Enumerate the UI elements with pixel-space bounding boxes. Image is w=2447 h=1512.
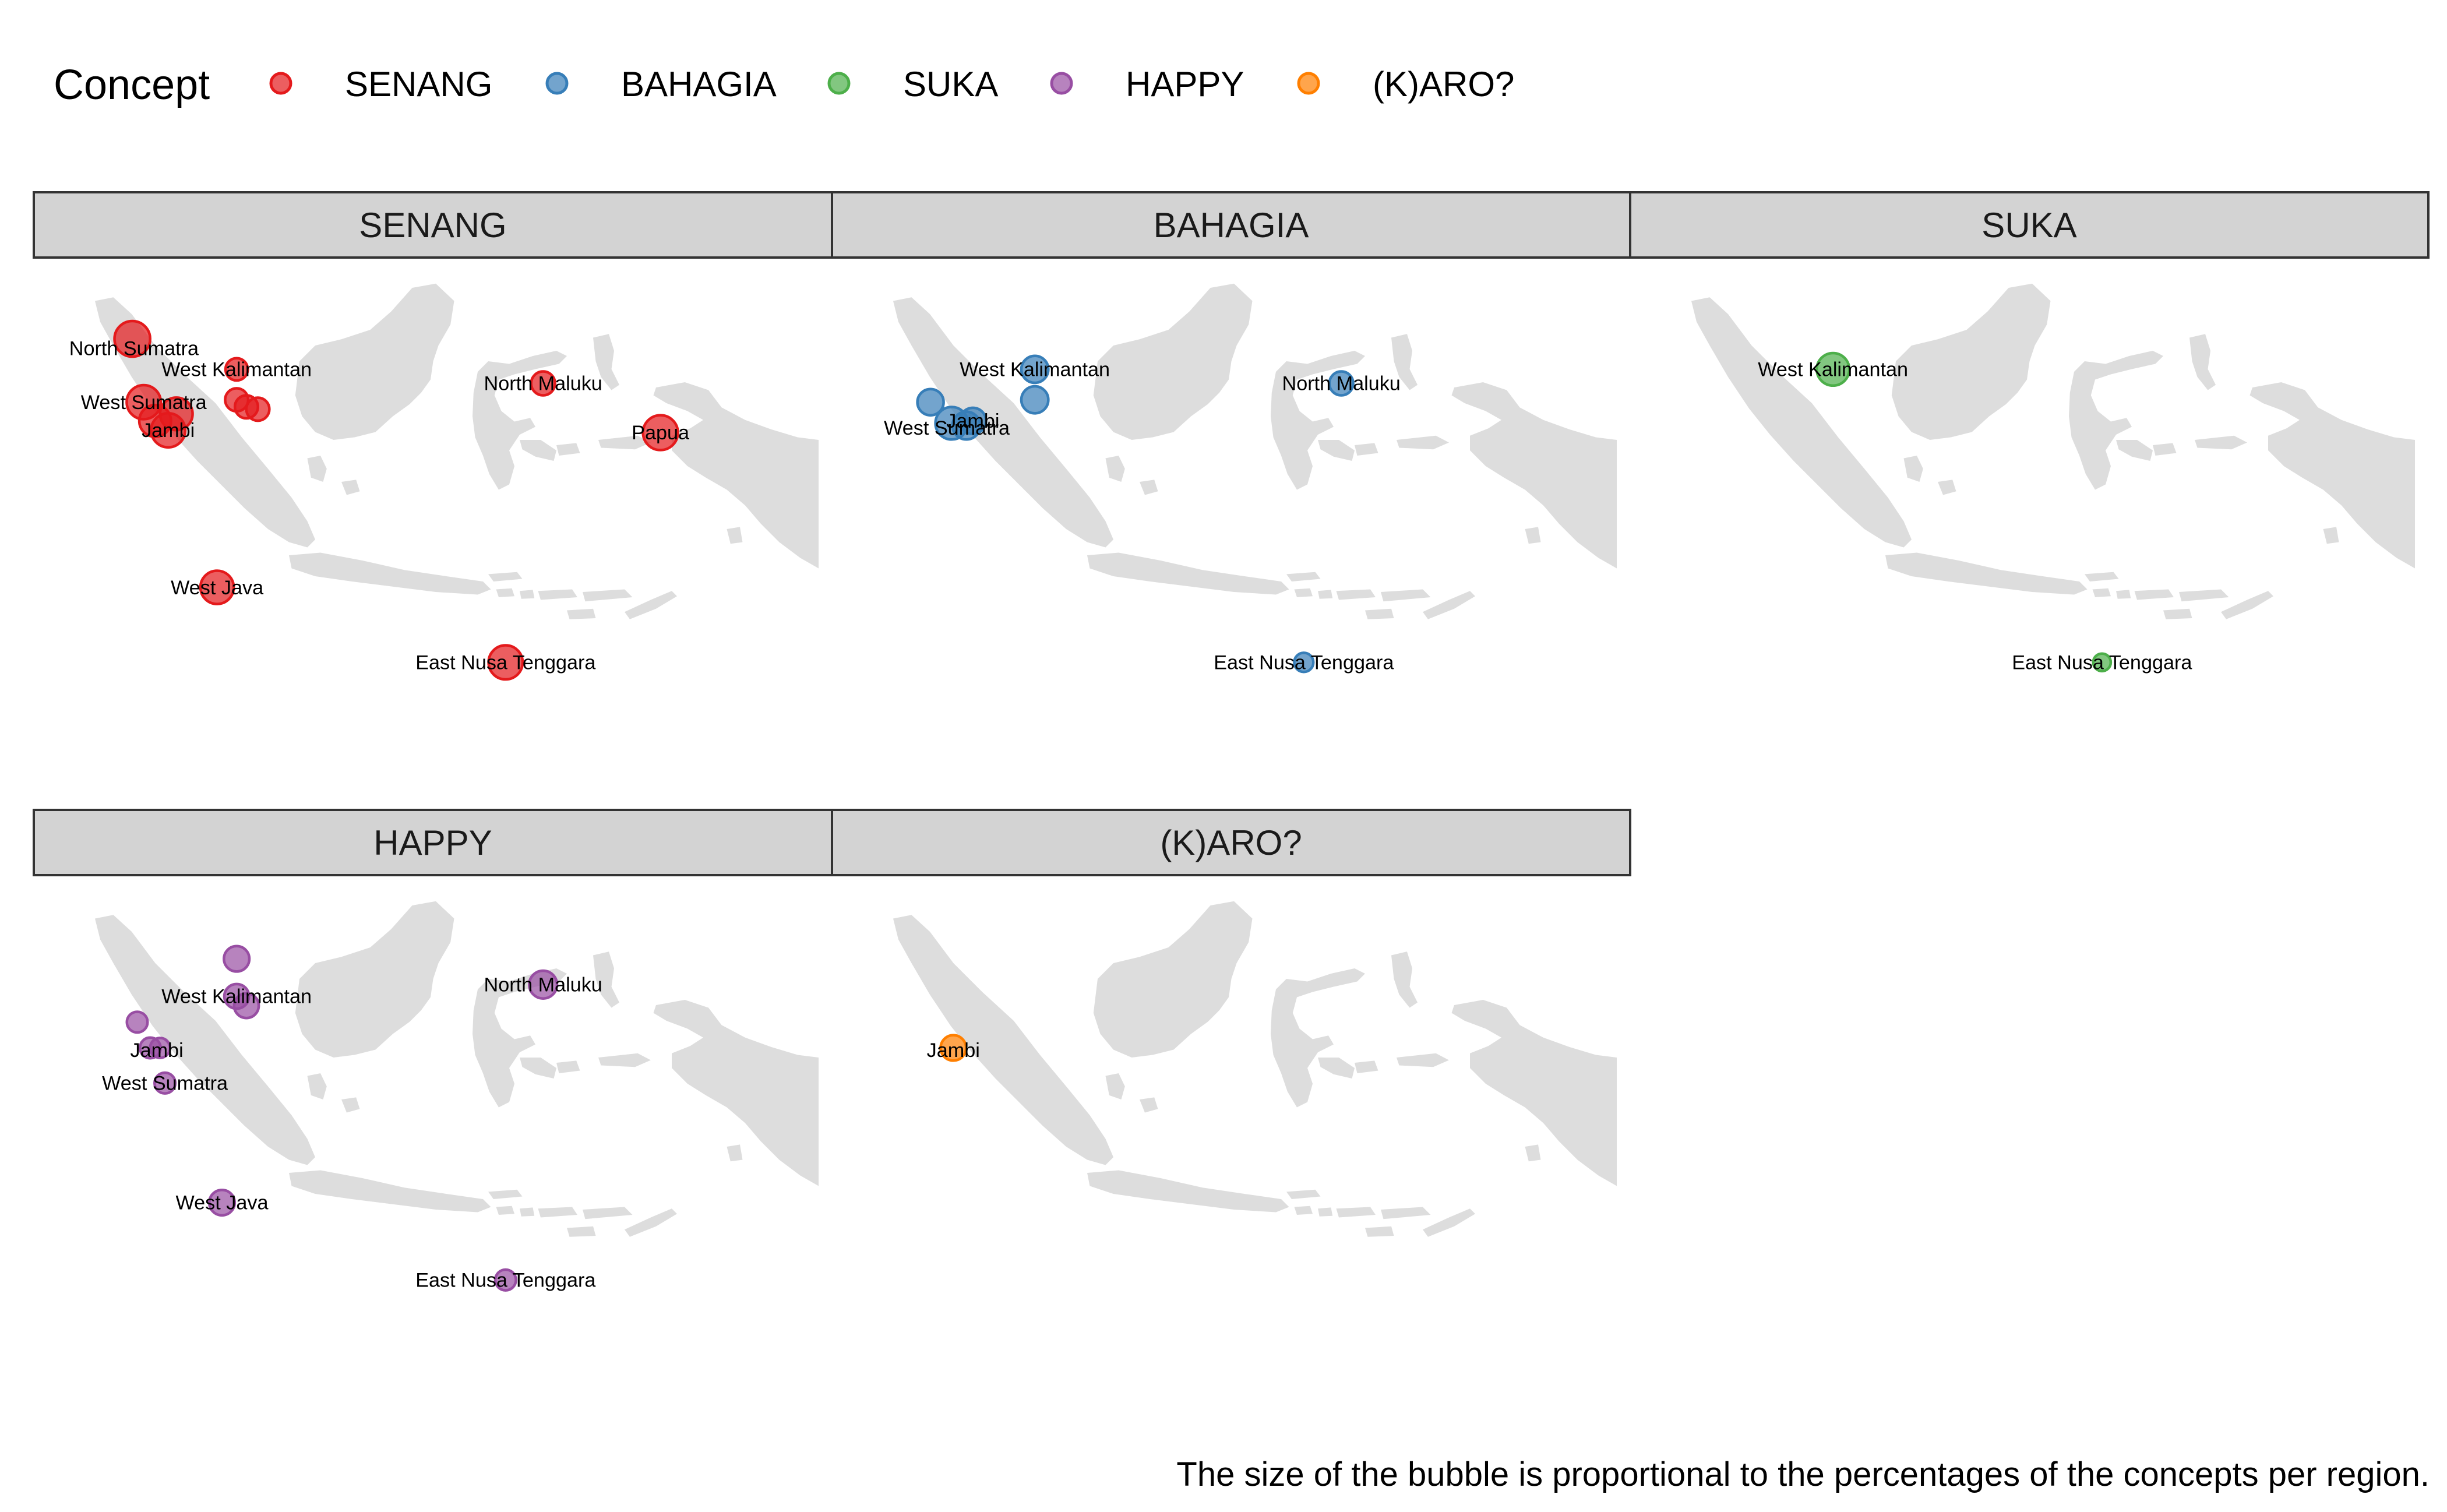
figure-caption: The size of the bubble is proportional t…: [1176, 1455, 2430, 1493]
region-label-happy-west-java: West Java: [176, 1192, 269, 1214]
facet-bahagia: BAHAGIA West Kalimantan North Maluku JambiW…: [831, 191, 1631, 674]
legend-title: Concept: [54, 62, 210, 108]
bubble-senang-11: [530, 370, 556, 397]
region-label-senang-north-sumatra: North Sumatra: [69, 337, 199, 360]
legend-label-senang: SENANG: [345, 65, 492, 104]
region-label-happy-jambi: Jambi: [130, 1039, 183, 1062]
bubble-senang-4: [158, 396, 194, 432]
bubble-suka-1: [2092, 652, 2113, 673]
bubble-senang-5: [199, 569, 235, 605]
facet-title-bahagia: BAHAGIA: [1154, 206, 1309, 245]
facet-map-k-aro: Jambi: [893, 901, 1617, 1237]
bubble-happy-8: [207, 1188, 237, 1217]
legend-key-bahagia-icon: [545, 72, 569, 95]
region-label-suka-east-nusa-tenggara: East Nusa Tenggara: [2012, 652, 2192, 674]
facet-strip-suka: [1629, 191, 2430, 259]
bubble-bahagia-7: [1293, 651, 1315, 674]
bubble-bahagia-6: [1328, 370, 1355, 397]
region-label-bahagia-jambi: Jambi: [946, 410, 999, 432]
region-label-happy-north-maluku: North Maluku: [484, 974, 602, 996]
bubble-k-aro-0: [939, 1034, 968, 1062]
facet-strip-happy: [33, 809, 833, 876]
legend-items: SENANG BAHAGIA SUKA HAPPY (K)ARO?: [269, 65, 1514, 104]
indonesia-land-icon: [1691, 283, 2415, 619]
region-label-bahagia-east-nusa-tenggara: East Nusa Tenggara: [1214, 652, 1394, 674]
legend-label-suka: SUKA: [903, 65, 998, 104]
region-label-suka-west-kalimantan: West Kalimantan: [1758, 359, 1908, 381]
bubble-happy-3: [528, 969, 559, 1000]
bubble-happy-6: [149, 1037, 172, 1059]
indonesia-land-icon: [893, 901, 1617, 1237]
legend-key-happy-icon: [1050, 72, 1073, 95]
region-label-k-aro-jambi: Jambi: [927, 1039, 980, 1062]
bubble-senang-0: [113, 319, 151, 358]
legend-label-k-aro: (K)ARO?: [1373, 65, 1514, 104]
bubble-suka-0: [1815, 351, 1851, 387]
region-label-senang-north-maluku: North Maluku: [484, 373, 602, 395]
bubble-happy-4: [125, 1010, 149, 1034]
legend: Concept SENANG BAHAGIA SUKA HAPPY (K)ARO?: [54, 62, 1514, 108]
bubble-senang-12: [641, 414, 679, 452]
facet-k-aro: (K)ARO? Jambi: [831, 809, 1631, 1237]
bubble-senang-9: [245, 396, 271, 422]
facet-title-senang: SENANG: [359, 206, 506, 245]
bubble-happy-2: [232, 992, 260, 1020]
bubble-happy-9: [493, 1268, 517, 1292]
bubble-bahagia-2: [916, 387, 945, 417]
region-label-senang-west-sumatra: West Sumatra: [81, 392, 207, 414]
legend-key-k-aro-icon: [1297, 72, 1320, 95]
legend-label-happy: HAPPY: [1126, 65, 1244, 104]
indonesia-land-icon: [893, 283, 1617, 619]
region-label-happy-east-nusa-tenggara: East Nusa Tenggara: [415, 1270, 596, 1292]
region-label-senang-east-nusa-tenggara: East Nusa Tenggara: [415, 652, 596, 674]
legend-key-senang-icon: [269, 72, 292, 95]
region-label-senang-west-java: West Java: [171, 577, 264, 599]
bubble-bahagia-1: [1020, 385, 1050, 415]
bubble-happy-0: [223, 944, 251, 973]
facet-map-suka: West Kalimantan East Nusa Tenggara: [1691, 283, 2415, 674]
legend-label-bahagia: BAHAGIA: [621, 65, 777, 104]
bubble-bahagia-0: [1020, 354, 1050, 385]
facet-strip-senang: [33, 191, 833, 259]
region-label-happy-west-kalimantan: West Kalimantan: [161, 986, 312, 1008]
bubble-senang-6: [224, 357, 249, 382]
region-label-senang-jambi: Jambi: [142, 420, 195, 442]
facet-strip-bahagia: [831, 191, 1631, 259]
region-label-senang-papua: Papua: [632, 422, 690, 444]
bubble-happy-7: [153, 1071, 177, 1095]
region-label-bahagia-west-kalimantan: West Kalimantan: [960, 359, 1110, 381]
region-label-senang-west-kalimantan: West Kalimantan: [161, 359, 312, 381]
legend-key-suka-icon: [827, 72, 851, 95]
facet-suka: SUKA West Kalimantan East Nusa Tenggara: [1629, 191, 2430, 674]
region-label-happy-west-sumatra: West Sumatra: [102, 1073, 228, 1095]
facet-title-suka: SUKA: [1981, 206, 2076, 245]
facet-map-happy: West Kalimantan North Maluku Jambi West Sum…: [95, 901, 819, 1292]
facet-strip-k-aro: [831, 809, 1631, 876]
indonesia-land-icon: [95, 901, 819, 1237]
indonesia-land-icon: [95, 283, 819, 619]
region-label-bahagia-north-maluku: North Maluku: [1282, 373, 1401, 395]
bubble-senang-10: [487, 644, 524, 681]
facet-title-happy: HAPPY: [373, 823, 492, 862]
region-label-bahagia-west-sumatra: West Sumatra: [884, 417, 1010, 439]
bubble-bahagia-5: [958, 406, 988, 436]
facet-title-k-aro: (K)ARO?: [1160, 823, 1302, 862]
